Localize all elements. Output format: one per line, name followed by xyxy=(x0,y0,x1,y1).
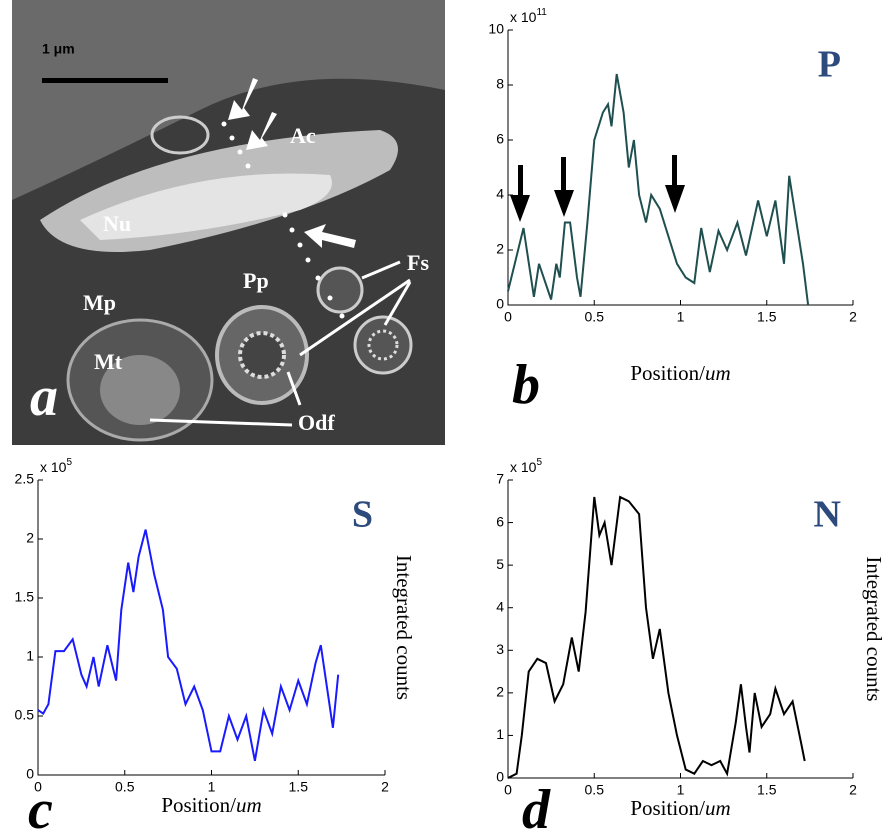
y-multiplier-exp: 11 xyxy=(536,7,547,18)
axes xyxy=(507,30,853,306)
chart: 0 0.5 1 1.5 2 0 2 4 6 8 10 x 1011 P Position/um b xyxy=(488,7,857,416)
scale-bar-label: 1 μm xyxy=(42,41,75,57)
structure-label: Nu xyxy=(103,211,131,236)
y-tick-label: 0 xyxy=(496,769,504,785)
x-tick-label: 0.5 xyxy=(115,779,135,795)
x-tick-label: 0 xyxy=(504,309,512,325)
x-tick-label: 1 xyxy=(208,779,216,795)
y-tick-label: 10 xyxy=(488,21,504,37)
structure-label: Odf xyxy=(298,410,335,435)
y-axis-label: Integrated counts xyxy=(862,556,886,701)
y-tick-label: 0 xyxy=(496,296,504,312)
x-tick-label: 0.5 xyxy=(585,782,605,798)
micrograph xyxy=(12,0,445,445)
y-multiplier-base: x 10 xyxy=(40,459,67,475)
element-label: P xyxy=(818,44,841,86)
x-tick-label: 0 xyxy=(504,782,512,798)
x-tick-label: 2 xyxy=(849,782,857,798)
y-tick-label: 7 xyxy=(496,471,504,487)
x-tick-label: 1.5 xyxy=(757,309,777,325)
y-tick-label: 8 xyxy=(496,76,504,92)
structure-label: Ac xyxy=(290,123,316,148)
x-axis-label-text: Position/ xyxy=(630,796,705,820)
panel-label: b xyxy=(512,354,540,416)
y-tick-label: 4 xyxy=(496,598,504,614)
y-tick-label: 2 xyxy=(496,241,504,257)
x-tick-label: 1 xyxy=(677,309,685,325)
arrows xyxy=(510,155,685,222)
axes xyxy=(37,480,385,776)
panel-label: a xyxy=(30,366,58,428)
x-tick-label: 0.5 xyxy=(585,309,605,325)
panel-label: c xyxy=(28,779,53,840)
y-tick-label: 3 xyxy=(496,641,504,657)
data-line xyxy=(507,73,810,306)
y-tick-label: 5 xyxy=(496,556,504,572)
structure-label: Mt xyxy=(94,349,123,374)
y-tick-label: 2.5 xyxy=(15,471,35,487)
y-tick-label: 1 xyxy=(496,726,504,742)
y-multiplier-exp: 5 xyxy=(536,457,542,468)
y-tick-label: 6 xyxy=(496,131,504,147)
panel-label: d xyxy=(522,779,551,840)
chart: 0 0.5 1 1.5 2 0 0.5 1 1.5 2 2.5 x 105 S Position/um In… xyxy=(15,457,417,840)
x-axis-label: Position/um xyxy=(630,361,730,385)
x-tick-label: 1.5 xyxy=(289,779,309,795)
y-tick-label: 0 xyxy=(26,766,34,782)
data-line xyxy=(507,495,806,779)
axes xyxy=(507,480,853,779)
x-axis-label-text: Position/ xyxy=(161,793,236,817)
y-multiplier-base: x 10 xyxy=(510,9,537,25)
x-tick-label: 2 xyxy=(849,309,857,325)
structure-label: Mp xyxy=(83,290,116,315)
y-tick-label: 1.5 xyxy=(15,589,35,605)
y-axis-label: Integrated counts xyxy=(392,555,416,700)
micrograph-labels: 1 μm Ac Nu Pp Mp Mt Fs Odf a xyxy=(30,41,429,435)
x-tick-label: 1 xyxy=(677,782,685,798)
y-multiplier: x 1011 xyxy=(510,7,547,25)
x-axis-label-text: Position/ xyxy=(630,361,705,385)
element-label: S xyxy=(352,494,373,536)
x-tick-label: 2 xyxy=(381,779,389,795)
x-axis-label-unit: um xyxy=(705,796,731,820)
x-tick-label: 0 xyxy=(34,779,42,795)
structure-label: Pp xyxy=(243,268,269,293)
x-tick-label: 1.5 xyxy=(757,782,777,798)
structure-label: Fs xyxy=(407,250,429,275)
x-axis-label-unit: um xyxy=(236,793,262,817)
element-label: N xyxy=(814,494,841,536)
x-axis-label-unit: um xyxy=(705,361,731,385)
y-multiplier: x 105 xyxy=(510,457,542,475)
y-tick-label: 2 xyxy=(26,530,34,546)
y-multiplier-exp: 5 xyxy=(66,457,72,468)
y-multiplier: x 105 xyxy=(40,457,72,475)
y-tick-label: 1 xyxy=(26,648,34,664)
y-tick-label: 2 xyxy=(496,684,504,700)
y-tick-label: 0.5 xyxy=(15,707,35,723)
y-tick-label: 6 xyxy=(496,513,504,529)
data-line xyxy=(37,529,340,761)
y-multiplier-base: x 10 xyxy=(510,459,537,475)
x-axis-label: Position/um xyxy=(161,793,261,817)
x-axis-label: Position/um xyxy=(630,796,730,820)
y-tick-label: 4 xyxy=(496,186,504,202)
